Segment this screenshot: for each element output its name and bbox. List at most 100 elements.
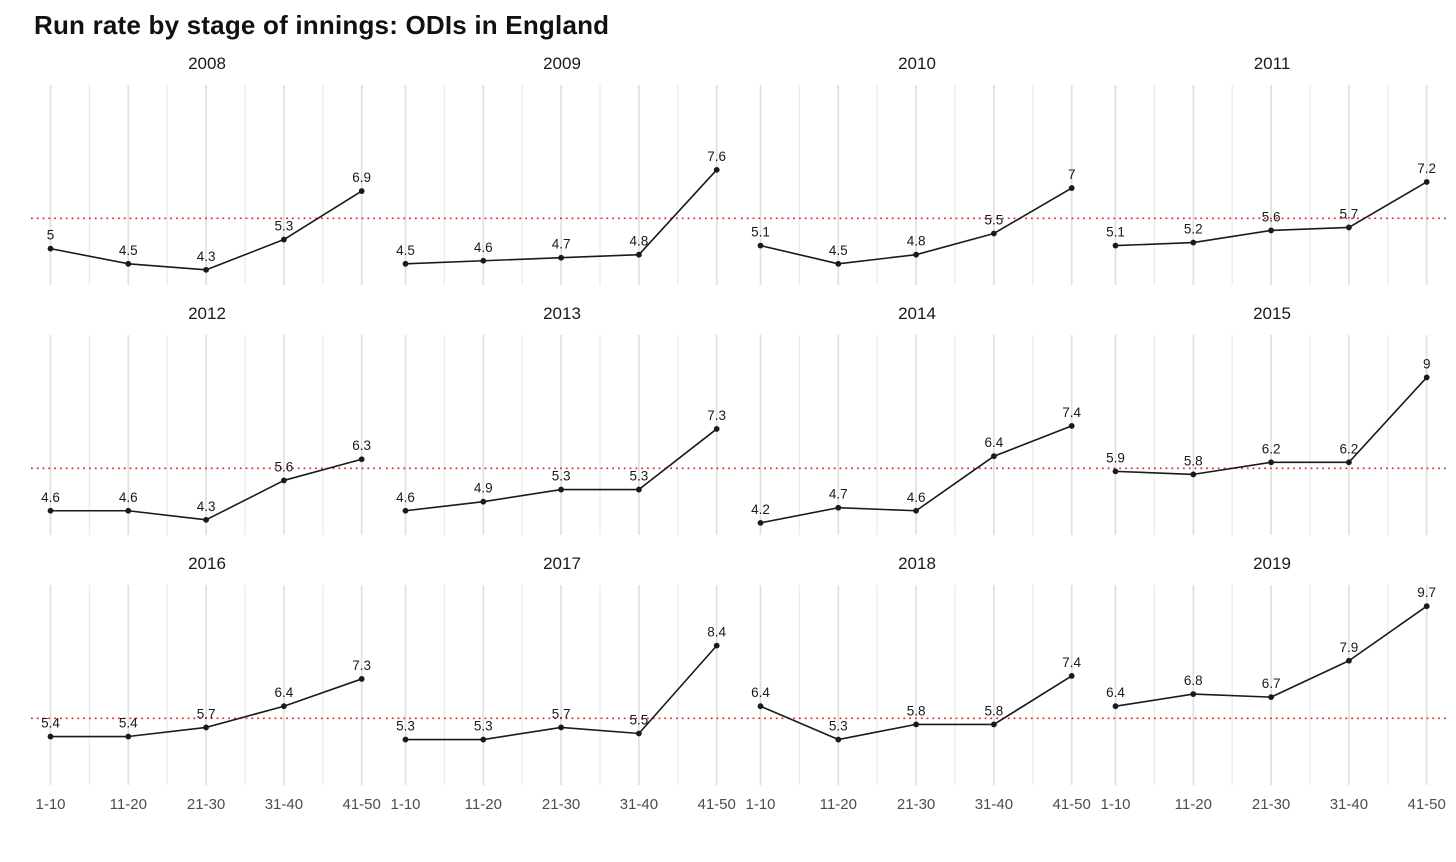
gridlines-2008 [49, 85, 363, 285]
data-point [203, 516, 210, 523]
point-label: 4.5 [396, 243, 415, 258]
data-point [636, 730, 642, 737]
point-label: 4.3 [197, 499, 216, 514]
point-label: 7.9 [1340, 640, 1359, 655]
point-label: 6.4 [751, 685, 770, 700]
facet-2016: 2016 5.4 5.4 5.7 6.4 7.3 1-10 11-20 21-30 31-40 41… [31, 553, 383, 821]
gridlines-2014 [759, 335, 1073, 535]
x-axis-label: 1-10 [390, 796, 420, 813]
gridlines-2010 [759, 85, 1073, 285]
data-point [757, 703, 764, 710]
facet-grid: 2008 5 4.5 4.3 5.3 6.9 2009 4.5 4.6 4.7 4.8 7.6 2010… [31, 53, 1456, 821]
data-point [1268, 694, 1274, 701]
data-point [480, 736, 487, 743]
point-label: 7.4 [1062, 655, 1081, 670]
point-label: 7.2 [1417, 161, 1436, 176]
data-point [281, 703, 287, 710]
facet-2009: 2009 4.5 4.6 4.7 4.8 7.6 [386, 53, 738, 285]
data-point [1190, 471, 1197, 478]
point-label: 6.8 [1184, 673, 1203, 688]
data-point [558, 486, 564, 493]
data-point [480, 257, 487, 264]
data-point [757, 519, 764, 526]
point-label: 5.4 [41, 716, 60, 731]
data-point [1423, 179, 1430, 185]
point-label: 5.7 [1340, 206, 1359, 221]
data-point [913, 721, 919, 728]
facet-plot-2011: 5.1 5.2 5.6 5.7 7.2 [1096, 85, 1448, 285]
data-point [47, 733, 54, 740]
data-point [1068, 423, 1075, 429]
data-point [203, 266, 210, 273]
data-point [1112, 703, 1119, 710]
point-label: 4.5 [119, 243, 138, 258]
point-label: 5.8 [985, 703, 1004, 718]
gridlines-2015 [1114, 335, 1428, 535]
facet-title-2010: 2010 [898, 54, 936, 73]
facet-plot-2018: 6.4 5.3 5.8 5.8 7.4 1-10 11-20 21-30 31-40 41-50 [741, 585, 1093, 813]
data-point [1268, 227, 1274, 234]
facet-2017: 2017 5.3 5.3 5.7 5.5 8.4 1-10 11-20 21-30 31-40 41… [386, 553, 738, 821]
data-point [480, 498, 487, 505]
facet-plot-2010: 5.1 4.5 4.8 5.5 7 [741, 85, 1093, 285]
data-point [1423, 374, 1430, 381]
data-point [125, 733, 132, 740]
data-point [125, 260, 132, 267]
facet-plot-2012: 4.6 4.6 4.3 5.6 6.3 [31, 335, 383, 535]
facet-title-2008: 2008 [188, 54, 226, 73]
facet-title-2015: 2015 [1253, 304, 1291, 323]
facet-title-2011: 2011 [1253, 54, 1291, 73]
data-point [125, 507, 132, 514]
point-label: 6.7 [1262, 676, 1281, 691]
point-label: 7 [1068, 167, 1076, 182]
data-point [1112, 242, 1119, 249]
x-axis-label: 11-20 [820, 796, 857, 813]
point-label: 5.3 [275, 219, 294, 234]
point-label: 5.3 [396, 719, 415, 734]
data-point [991, 721, 997, 728]
x-axis-label: 41-50 [1408, 796, 1446, 813]
facet-title-2014: 2014 [898, 304, 936, 323]
gridlines-2018 [759, 585, 1073, 785]
point-label: 4.2 [751, 502, 770, 517]
point-label: 5.5 [985, 212, 1004, 227]
data-point [358, 188, 365, 194]
facet-2019: 2019 6.4 6.8 6.7 7.9 9.7 1-10 11-20 21-30 31-40 41… [1096, 553, 1448, 821]
data-point [835, 260, 842, 267]
x-axis-label: 11-20 [465, 796, 502, 813]
point-label: 9.7 [1417, 585, 1436, 600]
point-label: 5.7 [197, 706, 216, 721]
gridlines-2019 [1114, 585, 1428, 785]
gridlines-2012 [49, 335, 363, 535]
facet-plot-2017: 5.3 5.3 5.7 5.5 8.4 1-10 11-20 21-30 31-40 41-50 [386, 585, 738, 813]
data-point [913, 251, 919, 258]
data-point [358, 456, 365, 463]
gridlines-2016 [49, 585, 363, 785]
point-label: 6.3 [352, 438, 371, 453]
data-point [558, 724, 564, 731]
gridlines-2013 [404, 335, 718, 535]
x-axis-label: 41-50 [1053, 796, 1091, 813]
x-axis-label: 31-40 [1330, 796, 1368, 813]
point-label: 5.2 [1184, 222, 1203, 237]
data-point [991, 230, 997, 237]
point-label: 5.3 [552, 469, 571, 484]
point-label: 4.6 [41, 490, 60, 505]
facet-row-2: 2012 4.6 4.6 4.3 5.6 6.3 2013 4.6 4.9 5.3 5.3 7.3 20… [31, 303, 1456, 535]
data-point [1423, 603, 1430, 610]
point-label: 7.6 [707, 149, 726, 164]
x-axis-label: 21-30 [1252, 796, 1290, 813]
point-label: 4.8 [630, 234, 649, 249]
point-label: 4.7 [829, 487, 848, 502]
facet-2010: 2010 5.1 4.5 4.8 5.5 7 [741, 53, 1093, 285]
facet-title-2016: 2016 [188, 554, 226, 573]
x-axis-label: 21-30 [897, 796, 935, 813]
data-point [1068, 185, 1075, 191]
point-label: 4.8 [907, 234, 926, 249]
point-label: 6.4 [275, 685, 294, 700]
gridlines-2009 [404, 85, 718, 285]
point-label: 4.6 [396, 490, 415, 505]
facet-plot-2015: 5.9 5.8 6.2 6.2 9 [1096, 335, 1448, 535]
data-point [835, 504, 842, 511]
point-label: 6.4 [985, 435, 1004, 450]
